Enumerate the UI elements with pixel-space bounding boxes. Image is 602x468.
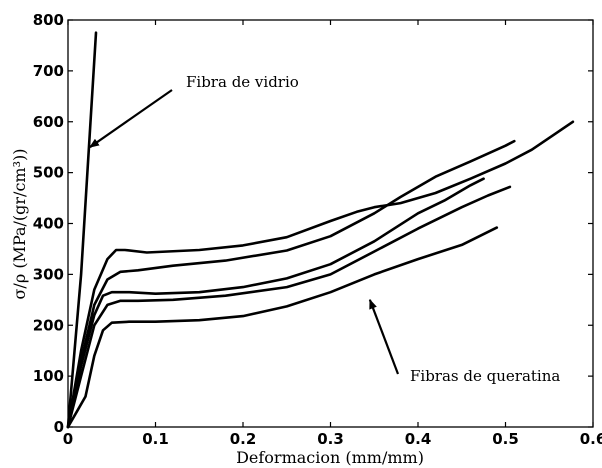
annotation-label: Fibras de queratina <box>410 367 560 385</box>
x-tick-label: 0.2 <box>230 430 257 448</box>
y-tick-label: 600 <box>33 113 64 131</box>
y-tick-label: 400 <box>33 215 64 233</box>
curves <box>66 31 575 429</box>
y-tick-label: 300 <box>33 265 64 283</box>
x-tick-label: 0 <box>63 430 73 448</box>
annotation-arrow <box>89 89 173 149</box>
series-curve-3 <box>66 139 516 429</box>
y-tick-label: 200 <box>33 316 64 334</box>
series-curve-5 <box>66 185 512 429</box>
series-curve-6 <box>66 226 499 429</box>
x-tick-label: 0.4 <box>405 430 432 448</box>
series-curve-2 <box>66 120 575 429</box>
annotations: Fibra de vidrio Fibras de queratina <box>89 73 560 385</box>
x-tick-label: 0.5 <box>492 430 519 448</box>
x-tick-label: 0.3 <box>317 430 344 448</box>
y-tick-label: 700 <box>33 62 64 80</box>
x-tick-label: 0.1 <box>142 430 169 448</box>
annotation-arrow <box>368 298 400 375</box>
annotation-label: Fibra de vidrio <box>186 73 299 91</box>
series-curve-4 <box>66 177 485 429</box>
y-tick-label: 100 <box>33 367 64 385</box>
plot-frame <box>67 19 594 428</box>
y-tick-label: 800 <box>33 11 64 29</box>
y-axis-title: σ/ρ (MPa/(gr/cm³)) <box>10 149 29 300</box>
y-tick-label: 0 <box>54 418 64 436</box>
series-curve-1 <box>66 31 98 429</box>
x-axis-title: Deformacion (mm/mm) <box>236 448 424 467</box>
y-tick-label: 500 <box>33 164 64 182</box>
x-tick-label: 0.6 <box>580 430 602 448</box>
axis-ticks: 0 0.1 0.2 0.3 0.4 0.5 0.6 0 100 200 300 400 500 600 70… <box>33 11 602 448</box>
